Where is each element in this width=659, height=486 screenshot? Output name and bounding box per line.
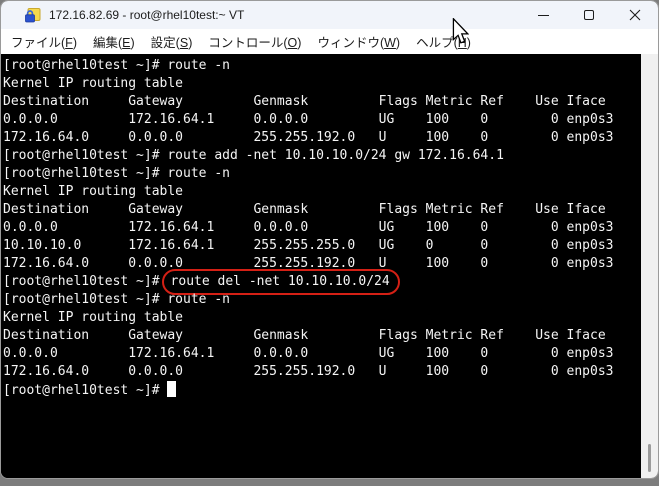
menu-item-window[interactable]: ウィンドウ(W) bbox=[317, 36, 401, 50]
scrollbar[interactable] bbox=[641, 54, 658, 478]
close-icon bbox=[629, 9, 641, 21]
terminal-line: 172.16.64.0 0.0.0.0 255.255.192.0 U 100 … bbox=[3, 364, 614, 379]
scrollbar-thumb[interactable] bbox=[648, 444, 651, 472]
terminal-line: Kernel IP routing table bbox=[3, 76, 184, 91]
terminal-line: Kernel IP routing table bbox=[3, 310, 184, 325]
terminal-screen[interactable]: [root@rhel10test ~]# route -n Kernel IP r… bbox=[1, 54, 641, 478]
terminal-line: [root@rhel10test ~]# route -n bbox=[3, 166, 230, 181]
terminal-line: [root@rhel10test ~]# route del -net 10.10… bbox=[3, 269, 641, 295]
terminal-line: [root@rhel10test ~]# route -n bbox=[3, 58, 230, 73]
terminal-line: 172.16.64.0 0.0.0.0 255.255.192.0 U 100 … bbox=[3, 256, 614, 271]
window-controls bbox=[520, 1, 658, 29]
window-content: [root@rhel10test ~]# route -n Kernel IP r… bbox=[1, 54, 658, 478]
minimize-button[interactable] bbox=[520, 1, 566, 29]
teraterm-app-icon bbox=[24, 7, 41, 24]
terminal-line: 0.0.0.0 172.16.64.1 0.0.0.0 UG 100 0 0 e… bbox=[3, 220, 614, 235]
terminal-line: Destination Gateway Genmask Flags Metric… bbox=[3, 202, 606, 217]
minimize-icon bbox=[537, 14, 549, 16]
terminal-line: Destination Gateway Genmask Flags Metric… bbox=[3, 94, 606, 109]
terminal-line: 10.10.10.0 172.16.64.1 255.255.255.0 UG … bbox=[3, 238, 614, 253]
highlight-oval: route del -net 10.10.10.0/24 bbox=[161, 269, 400, 295]
window-title: 172.16.82.69 - root@rhel10test:~ VT bbox=[49, 8, 245, 22]
menu-item-file[interactable]: ファイル(F) bbox=[11, 36, 77, 50]
terminal-line: [root@rhel10test ~]# bbox=[3, 381, 641, 399]
terminal-line: 0.0.0.0 172.16.64.1 0.0.0.0 UG 100 0 0 e… bbox=[3, 346, 614, 361]
menu-item-control[interactable]: コントロール(O) bbox=[208, 36, 302, 50]
maximize-button[interactable] bbox=[566, 1, 612, 29]
title-bar[interactable]: 172.16.82.69 - root@rhel10test:~ VT bbox=[1, 1, 658, 29]
close-button[interactable] bbox=[612, 1, 658, 29]
menu-item-help[interactable]: ヘルプ(H) bbox=[416, 36, 471, 50]
terminal-line: Kernel IP routing table bbox=[3, 184, 184, 199]
terminal-line: Destination Gateway Genmask Flags Metric… bbox=[3, 328, 606, 343]
terminal-line: [root@rhel10test ~]# route -n bbox=[3, 292, 230, 307]
menu-item-setup[interactable]: 設定(S) bbox=[150, 36, 193, 50]
maximize-icon bbox=[584, 10, 594, 20]
menu-item-edit[interactable]: 編集(E) bbox=[92, 36, 135, 50]
terminal-line: 0.0.0.0 172.16.64.1 0.0.0.0 UG 100 0 0 e… bbox=[3, 112, 614, 127]
terminal-line: [root@rhel10test ~]# route add -net 10.1… bbox=[3, 148, 504, 163]
menu-bar: ファイル(F) 編集(E) 設定(S) コントロール(O) ウィンドウ(W) ヘルプ(H) bbox=[1, 29, 658, 54]
terminal-line: 172.16.64.0 0.0.0.0 255.255.192.0 U 100 … bbox=[3, 130, 614, 145]
terminal-cursor bbox=[167, 381, 177, 397]
